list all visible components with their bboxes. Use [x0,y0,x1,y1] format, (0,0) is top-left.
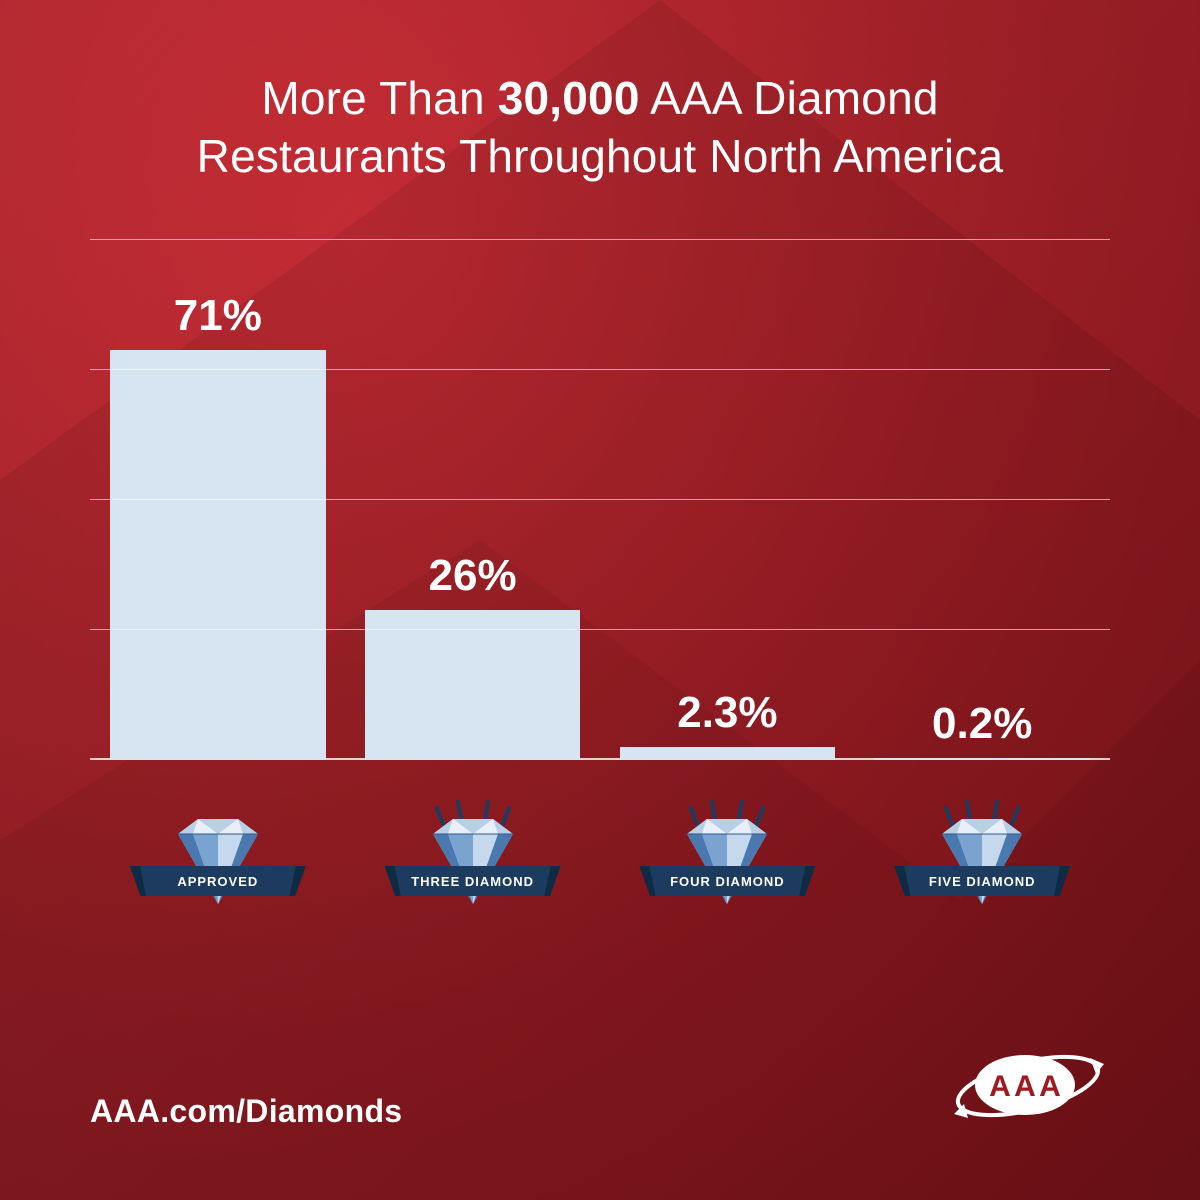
diamond-badge-icon: FOUR DIAMOND [642,808,812,938]
bar-value-label: 71% [174,294,262,338]
bar-chart: 71% 26% 2.3% 0.2% [90,240,1110,760]
gridline [90,499,1110,500]
diamond-badge-icon: FIVE DIAMOND [897,808,1067,938]
ribbon-label: THREE DIAMOND [411,874,534,889]
title-line2: Restaurants Throughout North America [197,130,1004,182]
ribbon: APPROVED [130,866,306,896]
ribbon-front: APPROVED [140,866,296,896]
title-suffix1: AAA Diamond [640,72,939,124]
bar-value-label: 0.2% [932,702,1032,746]
badge-column: APPROVED [110,808,326,938]
bar [620,747,836,760]
diamond-badge-icon: APPROVED [133,808,303,938]
title-bold: 30,000 [498,72,640,124]
infographic-content: More Than 30,000 AAA Diamond Restaurants… [0,0,1200,1200]
ribbon: THREE DIAMOND [385,866,561,896]
ribbon: FIVE DIAMOND [894,866,1070,896]
badge-column: FOUR DIAMOND [620,808,836,938]
bar [110,350,326,760]
ribbon-label: FIVE DIAMOND [929,874,1036,889]
gridline [90,369,1110,370]
footer-url: AAA.com/Diamonds [90,1093,402,1130]
bar-value-label: 2.3% [677,691,777,735]
svg-text:A: A [1039,1070,1061,1103]
ribbon-front: FIVE DIAMOND [904,866,1060,896]
ribbon-front: FOUR DIAMOND [649,866,805,896]
footer: AAA.com/Diamonds A A A [90,1040,1110,1140]
svg-text:A: A [989,1070,1011,1103]
title-prefix: More Than [261,72,497,124]
bar-column: 2.3% [620,240,836,760]
ribbon-label: FOUR DIAMOND [670,874,785,889]
bar [365,610,581,760]
badges-row: APPROVED THREE DIAMOND [90,808,1110,938]
badge-column: FIVE DIAMOND [874,808,1090,938]
aaa-logo-icon: A A A [940,1040,1110,1130]
ribbon-label: APPROVED [177,874,258,889]
diamond-badge-icon: THREE DIAMOND [388,808,558,938]
badge-column: THREE DIAMOND [365,808,581,938]
svg-text:A: A [1014,1070,1036,1103]
bar-column: 0.2% [874,240,1090,760]
bar-column: 71% [110,240,326,760]
bar-value-label: 26% [429,554,517,598]
bar-column: 26% [365,240,581,760]
bars-container: 71% 26% 2.3% 0.2% [90,240,1110,760]
page-title: More Than 30,000 AAA Diamond Restaurants… [90,70,1110,185]
gridline [90,239,1110,240]
ribbon: FOUR DIAMOND [639,866,815,896]
bar [874,758,1090,760]
gridline [90,629,1110,630]
ribbon-front: THREE DIAMOND [395,866,551,896]
